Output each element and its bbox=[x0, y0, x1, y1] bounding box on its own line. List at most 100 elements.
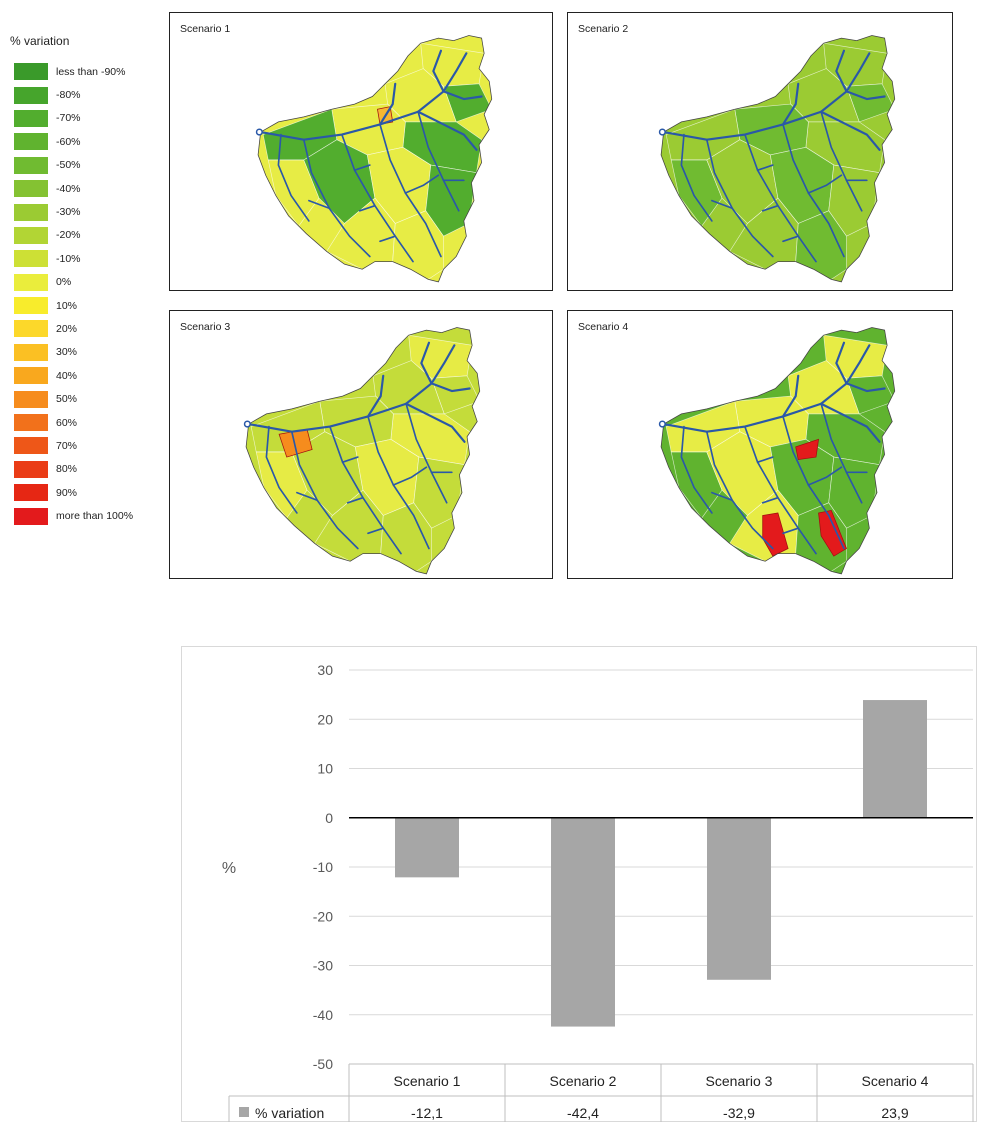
legend-label: less than -90% bbox=[56, 65, 126, 78]
legend-swatch bbox=[14, 156, 48, 174]
y-tick-label: 30 bbox=[317, 662, 333, 678]
legend-item: 10% bbox=[10, 294, 160, 317]
legend-swatch bbox=[14, 297, 48, 315]
river-line bbox=[417, 110, 478, 151]
river-line bbox=[680, 425, 713, 514]
legend-label: 80% bbox=[56, 463, 78, 476]
river-line bbox=[404, 174, 440, 194]
river-line bbox=[341, 456, 359, 463]
river-line bbox=[432, 49, 445, 93]
river-line bbox=[417, 110, 460, 212]
y-axis-label: % bbox=[222, 860, 236, 877]
legend: % variation less than -90% -80% -70% -60% -5… bbox=[10, 34, 160, 528]
data-value-label: -42,4 bbox=[567, 1105, 599, 1121]
bar-chart-svg: 30 20 10 0 -10 -20 -30 -40 -50% Scenario 1 -12,1 Sc… bbox=[181, 646, 977, 1122]
legend-item: 0% bbox=[10, 271, 160, 294]
map-panel-scenario-4: Scenario 4 bbox=[567, 310, 953, 579]
river-line bbox=[761, 204, 779, 212]
legend-swatch bbox=[14, 226, 48, 244]
river-line bbox=[782, 235, 800, 243]
legend-item: 30% bbox=[10, 341, 160, 364]
legend-swatch bbox=[14, 273, 48, 291]
map-title: Scenario 4 bbox=[578, 321, 629, 333]
legend-item: 40% bbox=[10, 364, 160, 387]
legend-label: 60% bbox=[56, 416, 78, 429]
river-line bbox=[265, 425, 298, 514]
river-line bbox=[662, 344, 871, 433]
legend-item: more than 100% bbox=[10, 504, 160, 527]
legend-item: -40% bbox=[10, 177, 160, 200]
legend-swatch bbox=[14, 109, 48, 127]
river-line bbox=[756, 456, 774, 463]
legend-label: -50% bbox=[56, 159, 81, 172]
legend-items: less than -90% -80% -70% -60% -50% -40% -30% -2… bbox=[10, 60, 160, 528]
y-tick-label: -10 bbox=[313, 859, 333, 875]
category-label: Scenario 3 bbox=[706, 1073, 773, 1089]
legend-swatch bbox=[14, 203, 48, 221]
legend-label: 0% bbox=[56, 276, 72, 289]
legend-item: -20% bbox=[10, 224, 160, 247]
y-tick-label: -50 bbox=[313, 1056, 333, 1072]
outlet-marker bbox=[658, 128, 666, 136]
subbasin bbox=[670, 451, 723, 519]
river-line bbox=[845, 90, 886, 101]
watershed-map bbox=[658, 327, 896, 575]
legend-swatch bbox=[14, 367, 48, 385]
legend-item: 70% bbox=[10, 434, 160, 457]
legend-label: 50% bbox=[56, 393, 78, 406]
series-legend-key bbox=[239, 1107, 249, 1117]
subbasin bbox=[413, 456, 465, 529]
legend-swatch bbox=[14, 133, 48, 151]
subbasin bbox=[267, 159, 320, 227]
river-line bbox=[807, 174, 843, 194]
legend-item: 20% bbox=[10, 317, 160, 340]
river-line bbox=[358, 204, 376, 212]
y-tick-label: 10 bbox=[317, 761, 333, 777]
y-tick-label: -30 bbox=[313, 958, 333, 974]
watershed-map bbox=[255, 35, 493, 283]
legend-label: 10% bbox=[56, 299, 78, 312]
watershed-outline bbox=[257, 35, 493, 283]
legend-item: 80% bbox=[10, 458, 160, 481]
legend-label: -20% bbox=[56, 229, 81, 242]
subbasin bbox=[828, 456, 880, 529]
river-line bbox=[820, 402, 863, 504]
legend-label: -30% bbox=[56, 206, 81, 219]
y-tick-label: 0 bbox=[325, 810, 333, 826]
river-line bbox=[711, 199, 734, 210]
watershed-outline bbox=[660, 327, 896, 575]
watershed-outline bbox=[660, 35, 896, 283]
map-panel-scenario-1: Scenario 1 bbox=[169, 12, 553, 291]
river-line bbox=[378, 82, 397, 126]
legend-swatch bbox=[14, 63, 48, 81]
data-value-label: -12,1 bbox=[411, 1105, 443, 1121]
watershed-map bbox=[658, 35, 896, 283]
outlet-marker bbox=[243, 420, 251, 428]
legend-item: -10% bbox=[10, 247, 160, 270]
legend-label: -10% bbox=[56, 252, 81, 265]
legend-label: 20% bbox=[56, 322, 78, 335]
legend-item: -50% bbox=[10, 154, 160, 177]
legend-item: 90% bbox=[10, 481, 160, 504]
y-tick-label: 20 bbox=[317, 711, 333, 727]
series-name-label: % variation bbox=[255, 1105, 324, 1121]
river-line bbox=[820, 110, 881, 151]
bar bbox=[551, 817, 615, 1027]
legend-swatch bbox=[14, 180, 48, 198]
river-line bbox=[430, 382, 471, 393]
watershed-map bbox=[243, 327, 481, 575]
river-line bbox=[405, 402, 448, 504]
river-line bbox=[392, 466, 428, 486]
river-line bbox=[845, 382, 886, 393]
category-label: Scenario 4 bbox=[862, 1073, 929, 1089]
river-line bbox=[366, 374, 385, 418]
data-value-label: 23,9 bbox=[881, 1105, 908, 1121]
legend-swatch bbox=[14, 437, 48, 455]
river-line bbox=[835, 49, 848, 93]
legend-swatch bbox=[14, 390, 48, 408]
y-tick-label: -40 bbox=[313, 1007, 333, 1023]
legend-swatch bbox=[14, 343, 48, 361]
river-line bbox=[782, 527, 800, 535]
river-line bbox=[781, 82, 800, 126]
bar bbox=[395, 817, 459, 878]
